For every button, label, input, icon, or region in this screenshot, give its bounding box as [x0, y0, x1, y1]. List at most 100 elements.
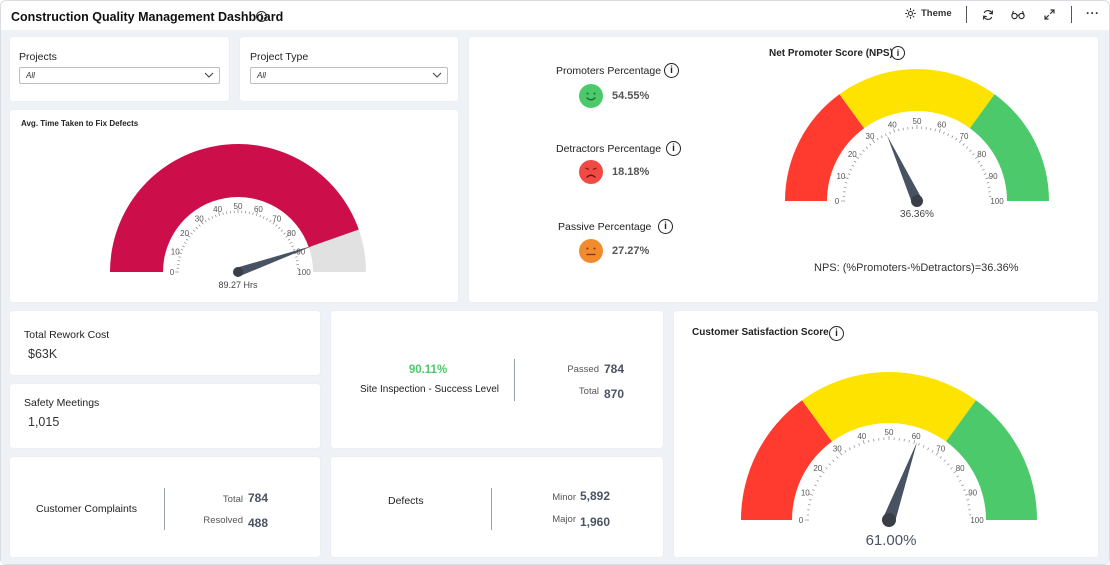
refresh-icon[interactable] — [982, 9, 994, 21]
gauge-tick-label: 30 — [195, 214, 204, 223]
expand-icon[interactable] — [1044, 9, 1055, 20]
info-icon[interactable]: i — [664, 63, 679, 78]
gauge-tick-label: 20 — [848, 150, 857, 159]
gauge-band — [802, 372, 976, 442]
gauge-tick — [872, 139, 875, 143]
gauge-tick — [844, 177, 849, 180]
gauge-tick — [975, 156, 979, 159]
gauge-tick — [956, 475, 959, 478]
gauge-tick-label: 20 — [813, 464, 822, 473]
gauge-tick-label: 10 — [801, 489, 810, 498]
gauge-tick — [898, 128, 900, 132]
gauge-tick-label: 80 — [956, 464, 965, 473]
gauge-tick — [950, 467, 953, 470]
gauge-tick — [211, 216, 214, 219]
info-icon[interactable]: i — [829, 326, 844, 341]
gauge-band — [785, 94, 865, 201]
gauge-tick-label: 50 — [234, 202, 243, 211]
gauge-tick — [208, 217, 210, 221]
gauge-tick — [218, 211, 221, 216]
gauge-tick — [855, 156, 859, 159]
glasses-icon[interactable] — [1011, 10, 1025, 20]
gauge-tick — [966, 146, 969, 149]
gauge-tick — [215, 214, 217, 218]
promoters-label: Promoters Percentage — [556, 65, 662, 77]
gauge-tick — [849, 168, 853, 171]
header-divider — [966, 6, 967, 23]
gauge-tick — [947, 463, 950, 466]
gauge-tick-label: 20 — [180, 229, 189, 238]
csat-gauge: 0 10 20 30 40 50 60 70 80 90 100 — [741, 372, 1037, 527]
gauge-tick — [889, 131, 891, 135]
gauge-tick — [927, 447, 930, 451]
gauge-tick — [962, 143, 965, 146]
gauge-tick — [836, 456, 839, 459]
gauge-tick-label: 0 — [170, 268, 175, 277]
gauge-tick — [865, 146, 868, 149]
gauge-tick — [814, 484, 817, 487]
gauge-tick — [825, 467, 828, 470]
neutral-face-icon — [579, 239, 603, 263]
gauge-tick-label: 40 — [213, 205, 222, 214]
gauge-tick — [185, 238, 189, 241]
chevron-down-icon — [432, 72, 442, 78]
complaints-resolved-label: Resolved — [203, 515, 243, 526]
gauge-tick — [947, 133, 950, 137]
sun-icon — [905, 8, 916, 19]
gauge-tick — [908, 440, 910, 443]
gauge-tick-label: 90 — [989, 172, 998, 181]
gauge-tick-label: 40 — [857, 432, 866, 441]
divider — [164, 488, 165, 530]
project-type-select[interactable]: All — [250, 67, 448, 84]
gauge-tick — [959, 139, 962, 143]
projects-select[interactable]: All — [19, 67, 220, 84]
gauge-tick — [964, 493, 969, 496]
gauge-tick-label: 100 — [990, 197, 1004, 206]
gauge-tick — [918, 443, 920, 446]
gauge-tick — [192, 229, 196, 232]
rework-cost-card: Total Rework Cost $63K — [10, 311, 320, 375]
info-icon[interactable]: i — [658, 219, 673, 234]
gauge-tick — [880, 135, 883, 139]
complaints-total-value: 784 — [248, 491, 269, 505]
needle-hub — [233, 267, 243, 277]
gauge-tick-label: 70 — [272, 214, 281, 223]
gauge-tick — [943, 459, 946, 462]
gauge-tick — [958, 479, 962, 482]
gauge-tick — [190, 232, 193, 235]
gauge-tick — [200, 220, 204, 225]
nps-card: Promoters Percentage i 54.55% Detractors… — [469, 37, 1098, 302]
gauge-tick — [844, 450, 847, 453]
gauge-tick-label: 60 — [912, 432, 921, 441]
gauge-tick-label: 70 — [960, 132, 969, 141]
gauge-tick — [931, 450, 934, 453]
gauge-tick — [198, 224, 201, 227]
gauge-tick — [943, 131, 945, 135]
dashboard-header: Construction Quality Management Dashboar… — [0, 0, 1110, 34]
gauge-tick-label: 80 — [977, 150, 986, 159]
gauge-tick — [868, 440, 870, 443]
divider — [514, 359, 515, 401]
theme-button[interactable]: Theme — [905, 8, 952, 19]
complaints-resolved-value: 488 — [248, 516, 269, 530]
gauge-tick — [291, 245, 294, 248]
gauge-tick — [977, 160, 981, 163]
gauge-tick — [884, 133, 887, 137]
gauge-tick — [820, 470, 825, 474]
gauge-band — [946, 400, 1037, 520]
gauge-tick — [963, 489, 966, 491]
gauge-tick — [287, 238, 291, 241]
theme-label: Theme — [921, 8, 952, 19]
inspection-percent: 90.11% — [408, 364, 448, 376]
gauge-tick — [222, 212, 224, 215]
info-icon[interactable]: i — [256, 11, 267, 22]
project-type-filter-card: Project Type All — [240, 37, 458, 101]
gauge-tick-label: 0 — [799, 516, 804, 525]
avg-time-title: Avg. Time Taken to Fix Defects — [21, 119, 139, 128]
complaints-card: Customer Complaints Total 784 Resolved 4… — [10, 457, 320, 557]
info-icon[interactable]: i — [891, 46, 905, 60]
info-icon[interactable]: i — [666, 141, 681, 156]
more-options-icon[interactable]: ··· — [1086, 6, 1100, 20]
site-inspection-card: 90.11% Site Inspection - Success Level P… — [331, 311, 663, 448]
detractors-value: 18.18% — [612, 166, 650, 178]
